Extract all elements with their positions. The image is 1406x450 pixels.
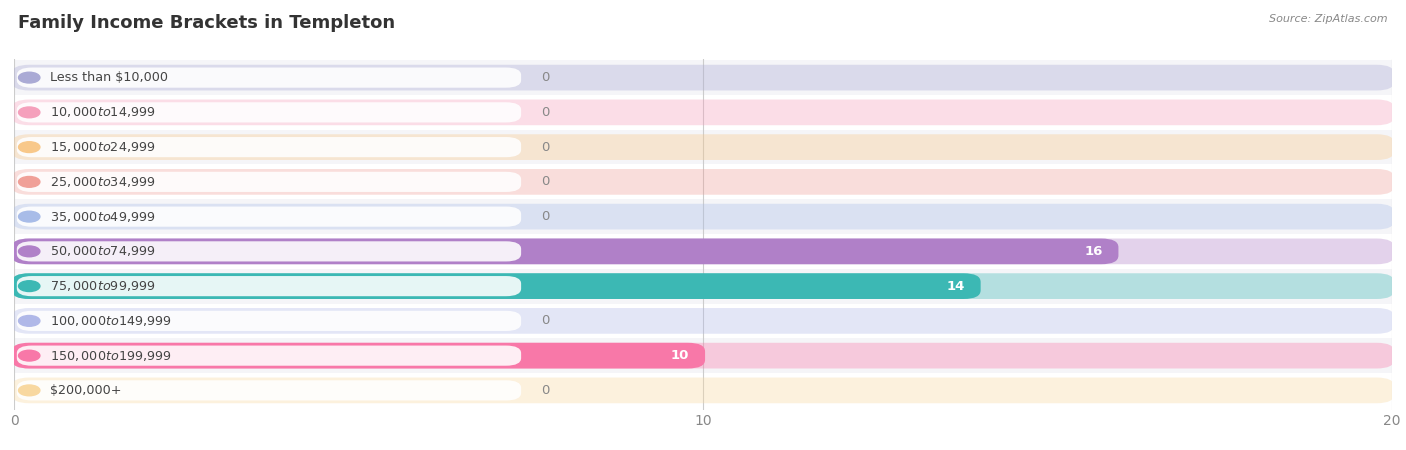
FancyBboxPatch shape: [13, 238, 1393, 264]
FancyBboxPatch shape: [17, 380, 522, 400]
Bar: [14, 373, 1392, 408]
Bar: [14, 234, 1392, 269]
Circle shape: [18, 176, 39, 187]
FancyBboxPatch shape: [13, 343, 1393, 369]
Bar: [14, 165, 1392, 199]
Text: 14: 14: [946, 279, 965, 292]
Text: $75,000 to $99,999: $75,000 to $99,999: [49, 279, 156, 293]
Text: $200,000+: $200,000+: [49, 384, 121, 397]
Circle shape: [18, 107, 39, 118]
FancyBboxPatch shape: [17, 346, 522, 366]
Circle shape: [18, 281, 39, 292]
Text: $50,000 to $74,999: $50,000 to $74,999: [49, 244, 156, 258]
Text: 0: 0: [541, 106, 550, 119]
Text: Family Income Brackets in Templeton: Family Income Brackets in Templeton: [18, 14, 395, 32]
FancyBboxPatch shape: [13, 65, 1393, 90]
Circle shape: [18, 315, 39, 326]
FancyBboxPatch shape: [13, 343, 704, 369]
FancyBboxPatch shape: [13, 378, 1393, 403]
FancyBboxPatch shape: [17, 207, 522, 227]
FancyBboxPatch shape: [13, 273, 980, 299]
FancyBboxPatch shape: [13, 273, 1393, 299]
FancyBboxPatch shape: [17, 102, 522, 122]
FancyBboxPatch shape: [17, 68, 522, 88]
FancyBboxPatch shape: [17, 311, 522, 331]
Text: 0: 0: [541, 176, 550, 189]
Bar: [14, 338, 1392, 373]
Text: 0: 0: [541, 71, 550, 84]
Text: $10,000 to $14,999: $10,000 to $14,999: [49, 105, 156, 119]
FancyBboxPatch shape: [13, 204, 1393, 230]
Text: $25,000 to $34,999: $25,000 to $34,999: [49, 175, 156, 189]
Text: 0: 0: [541, 140, 550, 153]
Bar: [14, 303, 1392, 338]
Circle shape: [18, 350, 39, 361]
Bar: [14, 269, 1392, 303]
Bar: [14, 95, 1392, 130]
FancyBboxPatch shape: [13, 169, 1393, 195]
Circle shape: [18, 211, 39, 222]
Bar: [14, 60, 1392, 95]
Text: Less than $10,000: Less than $10,000: [49, 71, 167, 84]
Circle shape: [18, 246, 39, 257]
Text: 0: 0: [541, 315, 550, 328]
Text: $35,000 to $49,999: $35,000 to $49,999: [49, 210, 156, 224]
Text: 16: 16: [1084, 245, 1102, 258]
Circle shape: [18, 72, 39, 83]
Text: $15,000 to $24,999: $15,000 to $24,999: [49, 140, 156, 154]
Bar: [14, 199, 1392, 234]
FancyBboxPatch shape: [13, 238, 1118, 264]
Bar: [14, 130, 1392, 165]
FancyBboxPatch shape: [13, 134, 1393, 160]
Text: Source: ZipAtlas.com: Source: ZipAtlas.com: [1270, 14, 1388, 23]
FancyBboxPatch shape: [17, 276, 522, 296]
FancyBboxPatch shape: [17, 241, 522, 261]
FancyBboxPatch shape: [17, 137, 522, 157]
Text: 10: 10: [671, 349, 689, 362]
Text: 0: 0: [541, 384, 550, 397]
Circle shape: [18, 142, 39, 153]
Text: $150,000 to $199,999: $150,000 to $199,999: [49, 349, 172, 363]
FancyBboxPatch shape: [17, 172, 522, 192]
FancyBboxPatch shape: [13, 308, 1393, 334]
Text: 0: 0: [541, 210, 550, 223]
Text: $100,000 to $149,999: $100,000 to $149,999: [49, 314, 172, 328]
FancyBboxPatch shape: [13, 99, 1393, 125]
Circle shape: [18, 385, 39, 396]
